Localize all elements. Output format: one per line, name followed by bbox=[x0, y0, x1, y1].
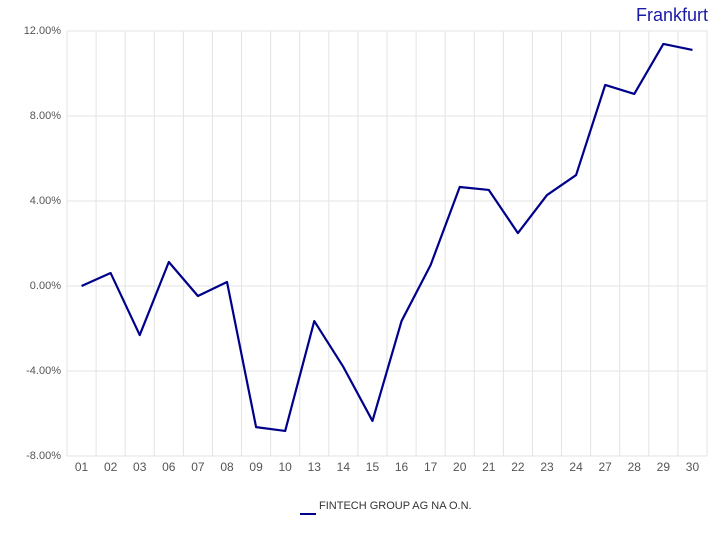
x-tick-label: 24 bbox=[569, 460, 583, 474]
x-tick-label: 09 bbox=[249, 460, 263, 474]
x-tick-label: 15 bbox=[366, 460, 380, 474]
x-tick-label: 06 bbox=[162, 460, 176, 474]
x-tick-label: 01 bbox=[75, 460, 89, 474]
y-tick-label: 0.00% bbox=[30, 280, 61, 292]
y-tick-label: 8.00% bbox=[30, 110, 61, 122]
x-tick-label: 30 bbox=[686, 460, 700, 474]
y-tick-label: -8.00% bbox=[26, 450, 61, 462]
x-tick-label: 10 bbox=[279, 460, 293, 474]
x-tick-label: 14 bbox=[337, 460, 351, 474]
x-tick-label: 08 bbox=[220, 460, 234, 474]
x-tick-label: 17 bbox=[424, 460, 438, 474]
x-tick-label: 07 bbox=[191, 460, 205, 474]
x-tick-label: 16 bbox=[395, 460, 409, 474]
y-tick-label: 12.00% bbox=[24, 25, 62, 37]
x-tick-label: 02 bbox=[104, 460, 118, 474]
x-tick-label: 03 bbox=[133, 460, 147, 474]
x-tick-label: 20 bbox=[453, 460, 467, 474]
x-tick-label: 23 bbox=[540, 460, 554, 474]
data-line bbox=[81, 42, 693, 433]
legend-label: FINTECH GROUP AG NA O.N. bbox=[319, 500, 472, 512]
x-tick-label: 28 bbox=[628, 460, 642, 474]
legend: FINTECH GROUP AG NA O.N. bbox=[300, 500, 479, 515]
x-tick-label: 13 bbox=[308, 460, 322, 474]
legend-swatch bbox=[300, 513, 316, 515]
x-tick-label: 21 bbox=[482, 460, 496, 474]
y-tick-label: -4.00% bbox=[26, 365, 61, 377]
chart-title: Frankfurt bbox=[636, 5, 708, 25]
x-tick-label: 29 bbox=[657, 460, 671, 474]
y-tick-label: 4.00% bbox=[30, 195, 61, 207]
x-tick-label: 27 bbox=[599, 460, 613, 474]
x-tick-label: 22 bbox=[511, 460, 525, 474]
